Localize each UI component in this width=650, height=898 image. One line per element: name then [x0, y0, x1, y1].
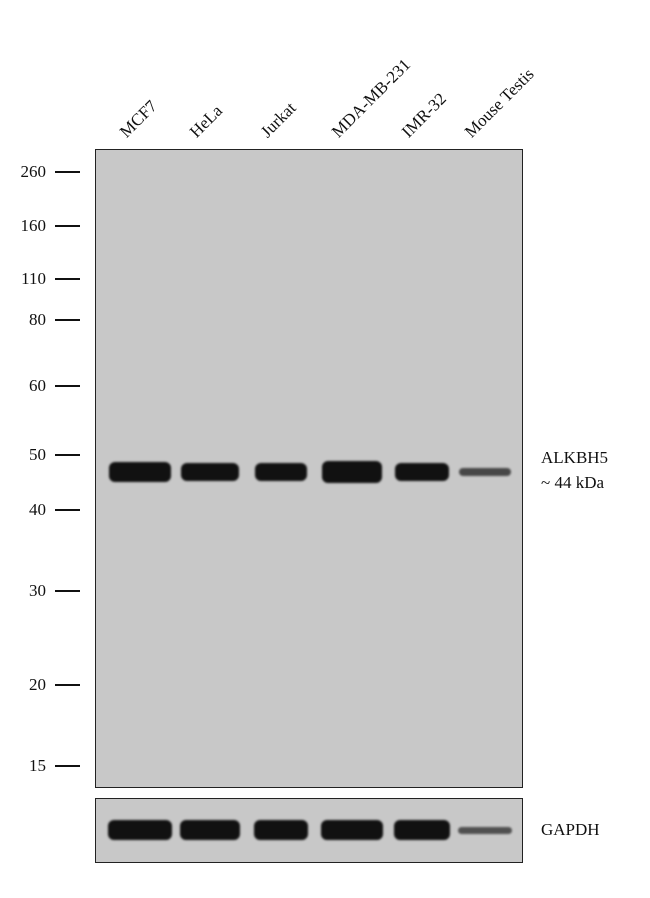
marker-tick: [55, 765, 80, 767]
lane-label: IMR-32: [397, 89, 451, 142]
marker-label: 20: [29, 675, 46, 694]
alkbh5-band: [322, 461, 382, 483]
lane-label: Mouse Testis: [460, 64, 538, 142]
marker-label: 160: [20, 216, 47, 235]
alkbh5-band: [395, 463, 449, 481]
lane-label: HeLa: [185, 101, 226, 142]
gapdh-band: [394, 820, 450, 840]
target-size-label: ~ 44 kDa: [541, 473, 605, 492]
gapdh-band: [180, 820, 240, 840]
lane-label: MCF7: [115, 96, 161, 142]
marker-label: 110: [21, 269, 46, 288]
alkbh5-band: [181, 463, 239, 481]
marker-label: 30: [29, 581, 46, 600]
marker-label: 60: [29, 376, 46, 395]
marker-tick: [55, 590, 80, 592]
alkbh5-band: [109, 462, 171, 482]
target-name-label: ALKBH5: [541, 448, 609, 467]
alkbh5-band: [255, 462, 307, 482]
marker-label: 40: [29, 500, 46, 519]
marker-label: 15: [29, 756, 46, 775]
gapdh-band: [108, 820, 172, 840]
marker-label: 50: [29, 445, 46, 464]
marker-tick: [55, 171, 80, 173]
loading-control-label: GAPDH: [541, 820, 600, 839]
marker-tick: [55, 509, 80, 511]
marker-tick: [55, 278, 80, 280]
alkbh5-band: [459, 467, 511, 477]
marker-tick: [55, 684, 80, 686]
gapdh-band: [254, 820, 308, 840]
marker-tick: [55, 385, 80, 387]
marker-tick: [55, 319, 80, 321]
marker-tick: [55, 225, 80, 227]
gapdh-band: [458, 826, 512, 834]
gapdh-band: [321, 820, 383, 840]
marker-tick: [55, 454, 80, 456]
lane-label: Jurkat: [256, 98, 300, 142]
marker-label: 80: [29, 310, 46, 329]
marker-label: 260: [20, 162, 47, 181]
